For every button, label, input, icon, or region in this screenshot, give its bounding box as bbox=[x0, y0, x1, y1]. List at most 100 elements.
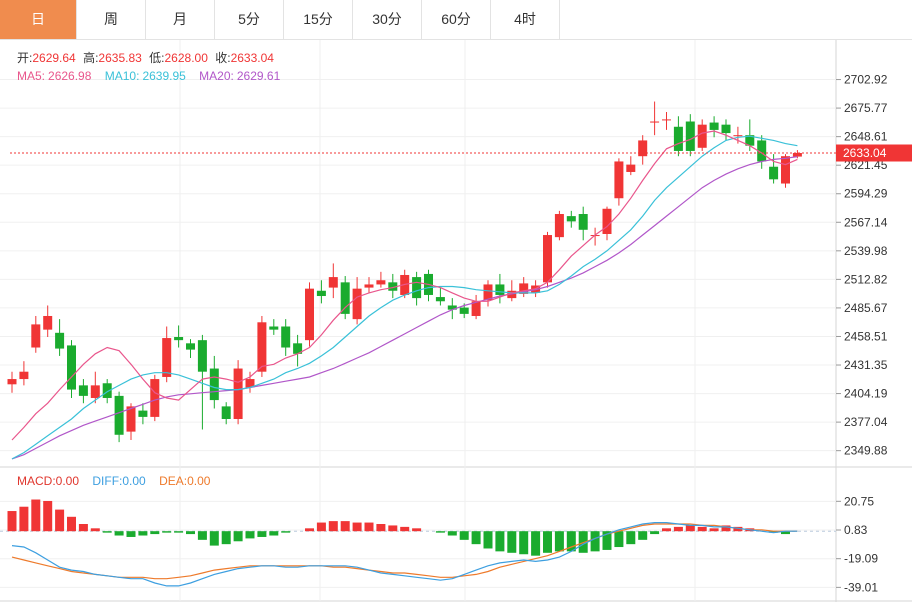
candle-body bbox=[447, 305, 457, 310]
candle-body bbox=[102, 383, 112, 398]
current-price-label: 2633.04 bbox=[843, 146, 887, 160]
macd-tick-label: -39.01 bbox=[844, 580, 878, 594]
ma10-line bbox=[11, 135, 798, 460]
ma10-value: 2639.95 bbox=[142, 69, 186, 83]
candle-body bbox=[221, 406, 231, 420]
macd-bar bbox=[221, 531, 231, 545]
candle-body bbox=[459, 307, 469, 314]
candle-body bbox=[626, 164, 636, 172]
candle-body bbox=[471, 301, 481, 316]
macd-bar bbox=[709, 528, 719, 532]
price-tick-label: 2404.19 bbox=[844, 387, 888, 401]
candle-body bbox=[376, 280, 386, 285]
tab-week[interactable]: 周 bbox=[77, 0, 146, 39]
price-tick-label: 2458.51 bbox=[844, 329, 888, 343]
macd-bar bbox=[781, 531, 790, 535]
candle-body bbox=[638, 140, 648, 157]
dea-line bbox=[11, 523, 798, 580]
ma-lines bbox=[11, 130, 798, 460]
tab-30min[interactable]: 30分 bbox=[353, 0, 422, 39]
candle-body bbox=[55, 332, 65, 349]
diff-label: DIFF: bbox=[92, 474, 122, 488]
candle-body bbox=[138, 410, 148, 417]
candle-body bbox=[792, 153, 802, 157]
price-tick-label: 2539.98 bbox=[844, 244, 888, 258]
current-price-tag bbox=[836, 144, 912, 162]
macd-bar bbox=[697, 526, 707, 532]
candlestick-chart[interactable]: 2702.92 2675.77 2648.61 2621.45 2594.29 2567.… bbox=[0, 40, 912, 602]
candle-body bbox=[19, 371, 29, 380]
low-value: 2628.00 bbox=[165, 51, 209, 65]
tab-15min[interactable]: 15分 bbox=[284, 0, 353, 39]
tab-4hour[interactable]: 4时 bbox=[491, 0, 560, 39]
candle-body bbox=[769, 166, 779, 180]
macd-bar bbox=[507, 531, 517, 553]
macd-bar bbox=[543, 531, 552, 553]
tab-day[interactable]: 日 bbox=[0, 0, 77, 39]
macd-bar bbox=[316, 522, 326, 532]
candle-body bbox=[197, 340, 207, 372]
candle-body bbox=[757, 140, 767, 162]
candle-body bbox=[126, 406, 136, 432]
macd-tick-label: -19.09 bbox=[844, 552, 878, 566]
ma20-label: MA20: bbox=[199, 69, 234, 83]
close-value: 2633.04 bbox=[231, 51, 275, 65]
candle-body bbox=[662, 119, 671, 121]
macd-bar bbox=[626, 531, 636, 545]
candle-body bbox=[245, 379, 255, 388]
macd-bar bbox=[114, 531, 124, 536]
price-tick-label: 2377.04 bbox=[844, 415, 888, 429]
price-tick-label: 2594.29 bbox=[844, 187, 888, 201]
candle-body bbox=[293, 343, 303, 354]
tab-5min[interactable]: 5分 bbox=[215, 0, 284, 39]
candle-body bbox=[566, 216, 576, 222]
dea-label: DEA: bbox=[159, 474, 187, 488]
candle-body bbox=[269, 326, 279, 330]
macd-bar bbox=[388, 525, 398, 532]
macd-bar bbox=[55, 509, 65, 532]
candle-body bbox=[388, 282, 398, 291]
macd-bar bbox=[769, 531, 779, 533]
macd-bar bbox=[376, 524, 386, 532]
candle-body bbox=[150, 379, 160, 417]
macd-bar bbox=[197, 531, 207, 540]
candle-body bbox=[209, 368, 219, 401]
price-tick-label: 2485.67 bbox=[844, 301, 888, 315]
macd-histogram bbox=[7, 499, 790, 556]
macd-lines bbox=[11, 522, 798, 587]
macd-bar bbox=[31, 499, 41, 532]
candle-body bbox=[614, 161, 624, 199]
macd-bar bbox=[352, 522, 362, 532]
macd-bar bbox=[138, 531, 148, 536]
period-tabs: 日 周 月 5分 15分 30分 60分 4时 bbox=[0, 0, 912, 40]
candle-body bbox=[78, 385, 88, 396]
macd-bar bbox=[471, 531, 481, 545]
macd-bar bbox=[150, 531, 160, 535]
candle-body bbox=[602, 208, 612, 234]
macd-bar bbox=[662, 528, 671, 532]
ma20-value: 2629.61 bbox=[237, 69, 281, 83]
macd-bar bbox=[269, 531, 279, 536]
macd-axis: 20.75 0.83 -19.09 -39.01 bbox=[836, 494, 878, 594]
macd-bar bbox=[495, 531, 505, 552]
high-value: 2635.83 bbox=[98, 51, 142, 65]
macd-bar bbox=[328, 521, 338, 532]
candle-body bbox=[233, 368, 243, 420]
tab-month[interactable]: 月 bbox=[146, 0, 215, 39]
macd-bar bbox=[578, 531, 588, 553]
macd-bar bbox=[638, 531, 648, 540]
macd-bar bbox=[673, 526, 683, 532]
candle-body bbox=[364, 284, 374, 288]
macd-bar bbox=[602, 531, 612, 550]
candle-body bbox=[721, 124, 731, 134]
macd-bar bbox=[721, 525, 731, 532]
macd-bar bbox=[305, 528, 314, 532]
price-tick-label: 2349.88 bbox=[844, 444, 888, 458]
tab-60min[interactable]: 60分 bbox=[422, 0, 491, 39]
macd-bar bbox=[233, 531, 243, 542]
macd-bar bbox=[7, 511, 17, 532]
ma-legend: MA5: 2626.98 MA10: 2639.95 MA20: 2629.61 bbox=[17, 69, 281, 83]
price-tick-label: 2648.61 bbox=[844, 130, 888, 144]
macd-bar bbox=[43, 500, 53, 532]
macd-bar bbox=[590, 531, 600, 552]
